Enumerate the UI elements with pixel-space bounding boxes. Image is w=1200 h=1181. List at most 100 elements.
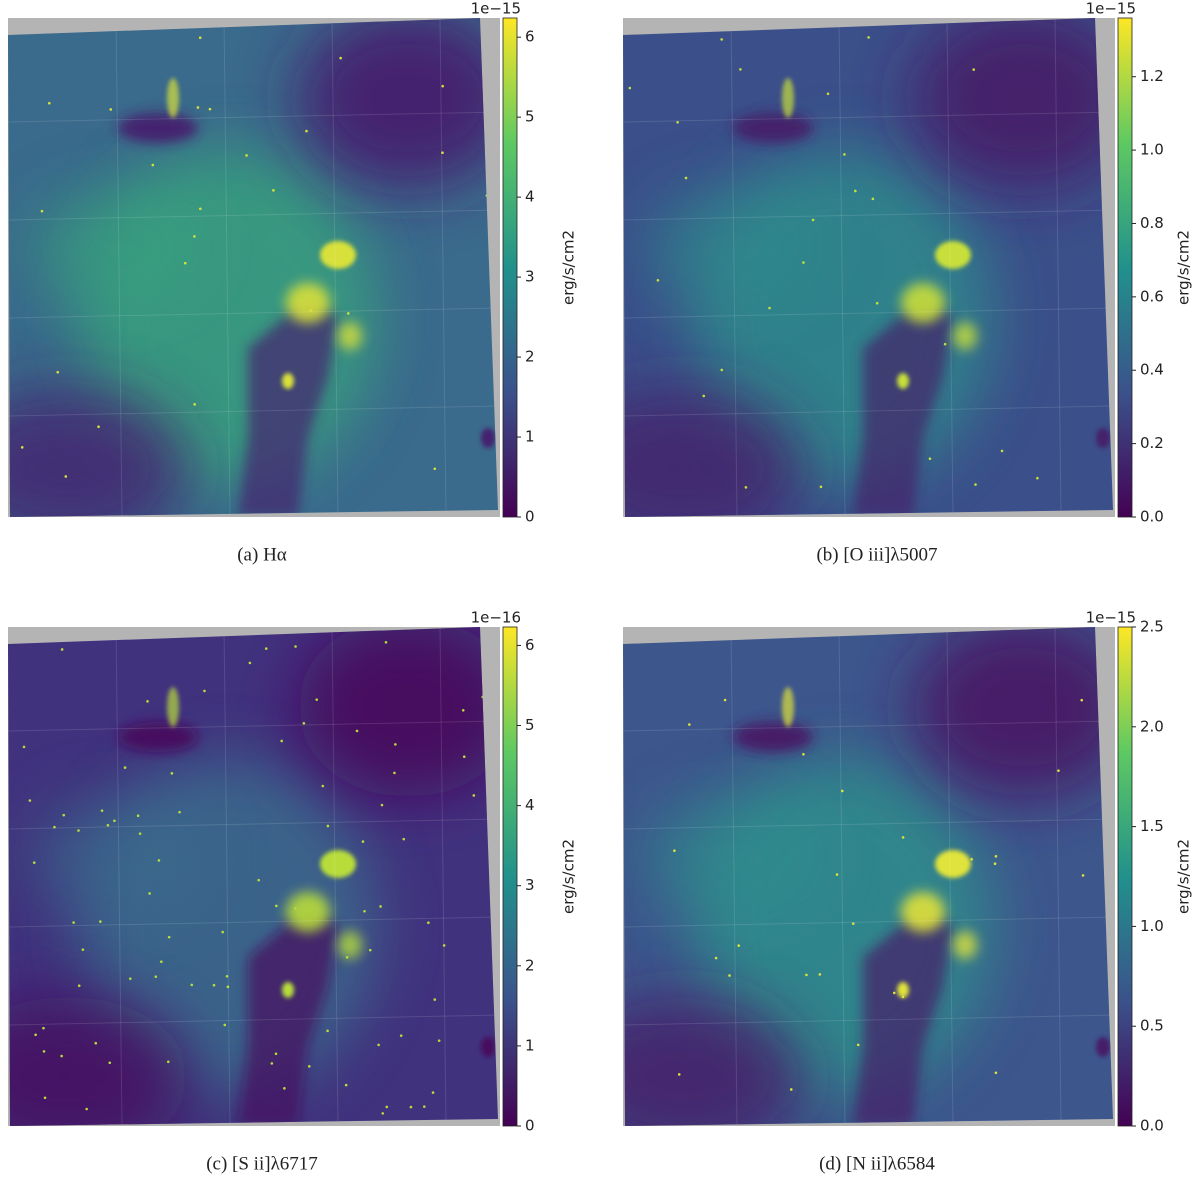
- star: [22, 745, 26, 749]
- coord-line: [115, 627, 123, 1126]
- star: [677, 1073, 681, 1076]
- star: [381, 1112, 385, 1115]
- coord-line: [623, 405, 1113, 417]
- nebula-feature: [733, 113, 813, 143]
- nebula-feature: [782, 78, 794, 118]
- colorbar-tick-label: 0.8: [1140, 214, 1164, 232]
- star: [193, 235, 196, 238]
- star: [62, 813, 66, 817]
- star: [148, 892, 151, 895]
- star: [892, 991, 896, 995]
- coord-line: [331, 627, 339, 1126]
- nebula-feature: [8, 997, 188, 1126]
- colorbar-tick-label: 2.5: [1140, 618, 1164, 636]
- star: [684, 176, 688, 180]
- star: [802, 261, 805, 264]
- star: [993, 862, 997, 866]
- star: [212, 983, 216, 987]
- star: [728, 974, 731, 977]
- star: [835, 873, 839, 876]
- panel: 0 1 2 3 4 5 61e−16 erg/s/cm2 (c) [S ii]λ6717: [8, 609, 578, 1174]
- coord-line: [623, 818, 1113, 830]
- star: [85, 1107, 88, 1111]
- star: [714, 956, 718, 960]
- star: [840, 789, 844, 793]
- star: [109, 108, 113, 111]
- colorbar-tick-label: 1.2: [1140, 67, 1164, 85]
- star: [81, 948, 85, 951]
- nebula-feature: [238, 907, 338, 1126]
- star: [688, 723, 691, 726]
- star: [871, 197, 875, 201]
- star: [138, 832, 142, 835]
- nebula-feature: [733, 722, 813, 752]
- star: [720, 368, 724, 372]
- star: [167, 935, 171, 939]
- star: [805, 973, 808, 977]
- star: [901, 995, 905, 999]
- star: [1036, 476, 1039, 480]
- nebula-feature: [953, 931, 977, 959]
- star: [264, 647, 268, 650]
- coord-line: [623, 209, 1113, 221]
- star: [275, 904, 278, 908]
- star: [441, 84, 445, 88]
- star: [970, 857, 973, 861]
- star: [676, 120, 679, 124]
- star: [178, 810, 181, 814]
- colorbar-tick-label: 0.5: [1140, 1017, 1164, 1035]
- colorbar-tick-label: 4: [525, 796, 535, 814]
- star: [302, 722, 306, 725]
- star: [294, 907, 297, 910]
- coord-line: [730, 627, 738, 1126]
- star: [77, 829, 80, 832]
- star: [221, 930, 225, 934]
- star: [361, 840, 365, 843]
- star: [402, 837, 406, 841]
- star: [170, 772, 174, 775]
- star: [462, 755, 466, 759]
- star: [854, 189, 857, 193]
- coord-line: [623, 307, 1113, 319]
- colorbar-tick-label: 6: [525, 636, 535, 654]
- nebula-feature: [320, 850, 356, 878]
- star: [1000, 449, 1004, 453]
- star: [283, 1087, 286, 1090]
- star: [60, 1054, 63, 1058]
- star: [226, 985, 230, 989]
- star: [789, 1088, 793, 1091]
- nebula-feature: [118, 113, 198, 143]
- star: [136, 814, 140, 818]
- colorbar: [502, 626, 518, 1127]
- star: [656, 279, 660, 282]
- star: [146, 700, 149, 703]
- colorbar-tick-label: 0.6: [1140, 287, 1164, 305]
- star: [43, 1096, 47, 1100]
- star: [867, 36, 870, 39]
- nebula-feature: [1096, 428, 1110, 448]
- star: [160, 960, 163, 964]
- star: [40, 209, 44, 213]
- nebula-feature: [338, 931, 362, 959]
- star: [720, 38, 723, 41]
- star: [309, 309, 313, 312]
- colorbar-tick-label: 5: [525, 108, 535, 126]
- colorbar-tick-label: 0.0: [1140, 1117, 1164, 1135]
- star: [345, 955, 349, 959]
- colorbar-label: erg/s/cm2: [560, 839, 578, 914]
- star: [64, 475, 68, 478]
- nebula-feature: [782, 687, 794, 727]
- star: [943, 342, 947, 346]
- star: [128, 977, 132, 980]
- nebula-feature: [935, 241, 971, 269]
- star: [106, 823, 110, 827]
- coord-line: [8, 818, 498, 830]
- star: [53, 825, 56, 829]
- nebula-feature: [913, 627, 1113, 797]
- star: [384, 640, 388, 644]
- colorbar-label: erg/s/cm2: [560, 230, 578, 305]
- star: [245, 154, 248, 157]
- star: [423, 1105, 426, 1108]
- colorbar-offset: 1e−16: [471, 609, 521, 627]
- nebula-feature: [481, 1037, 495, 1057]
